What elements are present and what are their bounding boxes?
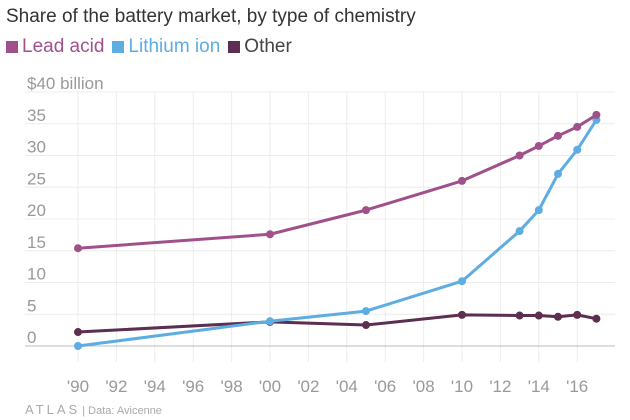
x-tick-label: '08 — [413, 377, 435, 396]
y-tick-label: 25 — [27, 169, 46, 188]
data-point — [515, 311, 524, 320]
data-point — [534, 311, 543, 320]
data-point — [554, 312, 562, 321]
data-point — [573, 310, 582, 319]
data-point — [458, 310, 466, 319]
x-tick-label: '94 — [144, 377, 166, 396]
y-tick-label: 0 — [27, 328, 36, 347]
data-point — [592, 110, 601, 119]
legend-item-lithium-ion: Lithium ion — [112, 36, 220, 58]
footer: ATLAS | Data: Avicenne — [25, 402, 162, 417]
legend-item-lead-acid: Lead acid — [6, 36, 104, 58]
data-point — [573, 122, 582, 131]
legend-item-other: Other — [228, 36, 292, 58]
x-tick-label: '06 — [374, 377, 396, 396]
data-point — [362, 307, 370, 316]
y-tick-label: $40 billion — [27, 74, 104, 93]
data-point — [266, 230, 274, 239]
legend-label: Other — [244, 36, 292, 57]
data-point — [554, 131, 562, 140]
data-point — [534, 206, 543, 215]
x-tick-label: '96 — [182, 377, 204, 396]
data-point — [362, 206, 370, 215]
y-tick-label: 10 — [27, 265, 46, 284]
y-tick-label: 35 — [27, 106, 46, 125]
legend-swatch — [6, 41, 18, 53]
y-tick-label: 5 — [27, 296, 36, 315]
data-point — [362, 321, 370, 330]
data-point — [573, 145, 582, 154]
chart-title: Share of the battery market, by type of … — [6, 6, 416, 27]
x-tick-label: '16 — [566, 377, 588, 396]
y-tick-label: 20 — [27, 201, 46, 220]
y-tick-label: 15 — [27, 233, 46, 252]
data-point — [534, 141, 543, 150]
legend-label: Lead acid — [22, 36, 105, 57]
data-point — [266, 317, 274, 326]
data-point — [74, 328, 82, 337]
x-tick-label: '92 — [105, 377, 127, 396]
x-tick-label: '00 — [259, 377, 281, 396]
data-point — [515, 227, 524, 236]
data-point — [74, 342, 82, 350]
legend-label: Lithium ion — [128, 36, 221, 57]
x-tick-label: '14 — [528, 377, 550, 396]
source-note: | Data: Avicenne — [82, 405, 162, 417]
x-tick-label: '10 — [451, 377, 473, 396]
data-point — [74, 244, 82, 253]
y-tick-label: 30 — [27, 138, 46, 157]
data-point — [592, 314, 601, 323]
data-point — [554, 169, 562, 178]
data-point — [515, 151, 524, 160]
x-tick-label: '02 — [297, 377, 319, 396]
legend: Lead acid Lithium ion Other — [6, 36, 292, 58]
x-tick-label: '04 — [336, 377, 358, 396]
data-point — [458, 176, 466, 185]
legend-swatch — [228, 41, 241, 53]
atlas-logo: ATLAS — [25, 402, 81, 417]
x-tick-label: '98 — [221, 377, 243, 396]
x-tick-label: '12 — [489, 377, 511, 396]
data-point — [458, 277, 466, 286]
x-tick-label: '90 — [67, 377, 89, 396]
legend-swatch — [112, 41, 125, 53]
